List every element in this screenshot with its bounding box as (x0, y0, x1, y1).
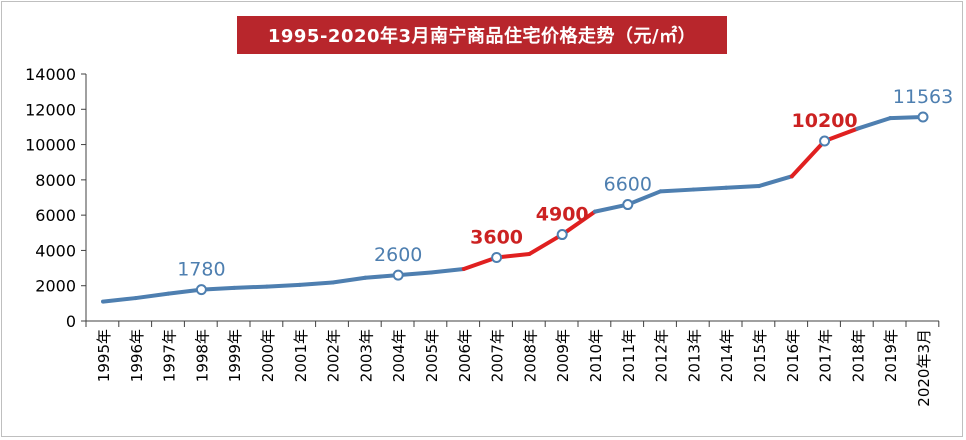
data-label: 10200 (792, 110, 858, 132)
x-tick-label: 2010年 (587, 329, 605, 382)
data-label: 1780 (177, 259, 225, 281)
x-tick-label: 2015年 (751, 329, 769, 382)
x-tick-label: 2016年 (784, 329, 802, 382)
x-tick-label: 1997年 (161, 329, 179, 382)
x-tick-label: 2002年 (325, 329, 343, 382)
line-segment-highlight (822, 126, 860, 144)
line-segment (658, 187, 696, 194)
x-tick-label: 2000年 (259, 329, 277, 382)
line-segment-highlight (560, 209, 597, 237)
data-label: 6600 (604, 174, 652, 196)
line-segment-highlight (789, 139, 827, 179)
x-tick-label: 2003年 (357, 329, 375, 382)
data-label: 4900 (536, 204, 589, 226)
x-tick-label: 2017年 (817, 329, 835, 382)
data-label: 2600 (374, 244, 422, 266)
y-tick-label: 8000 (35, 171, 76, 190)
data-point-marker (556, 229, 568, 241)
data-label: 11563 (893, 86, 953, 108)
x-tick-label: 2013年 (685, 329, 703, 382)
x-tick-label: 1995年 (95, 329, 113, 382)
y-tick-label: 12000 (25, 100, 76, 119)
x-tick-label: 2008年 (521, 329, 539, 382)
x-tick-label: 2001年 (292, 329, 310, 382)
line-segment (691, 185, 729, 192)
x-tick-label: 2014年 (718, 329, 736, 382)
x-tick-label: 2018年 (849, 329, 867, 382)
line-segment (593, 202, 630, 214)
data-label: 3600 (470, 226, 523, 248)
x-tick-label: 2019年 (882, 329, 900, 382)
x-tick-label: 2011年 (620, 329, 638, 382)
line-segment (625, 189, 663, 207)
line-segment-highlight (527, 232, 565, 256)
y-tick-label: 0 (66, 312, 76, 331)
x-tick-label: 2006年 (456, 329, 474, 382)
line-segment (133, 291, 171, 301)
y-tick-label: 10000 (25, 136, 76, 155)
chart-title: 1995-2020年3月南宁商品住宅价格走势（元/㎡） (237, 16, 727, 54)
y-tick-label: 2000 (35, 277, 76, 296)
data-point-marker (622, 199, 634, 211)
data-point-marker (819, 135, 831, 147)
x-tick-label: 1998年 (193, 329, 211, 382)
x-tick-label: 2005年 (423, 329, 441, 382)
x-tick-label: 1996年 (128, 329, 146, 382)
data-point-marker (491, 251, 503, 263)
x-tick-label: 2012年 (653, 329, 671, 382)
data-point-marker (917, 111, 929, 123)
x-tick-label: 2007年 (489, 329, 507, 382)
line-segment (429, 266, 466, 275)
x-tick-label: 2020年3月 (915, 329, 933, 407)
line-segment (757, 174, 794, 189)
line-segment (330, 275, 368, 285)
data-point-marker (195, 284, 207, 296)
line-segment (101, 296, 138, 304)
y-tick-label: 14000 (25, 65, 76, 84)
x-tick-label: 2009年 (554, 329, 572, 382)
data-point-marker (392, 269, 404, 281)
line-segment (265, 282, 302, 289)
y-tick-label: 6000 (35, 206, 76, 225)
line-segment (166, 287, 204, 296)
x-tick-label: 2004年 (390, 329, 408, 382)
x-tick-label: 1999年 (226, 329, 244, 382)
y-tick-label: 4000 (35, 241, 76, 260)
line-segment (724, 184, 761, 190)
line-segment (232, 284, 269, 290)
line-segment-highlight (461, 255, 499, 271)
line-segment (297, 280, 335, 287)
line-segment (855, 116, 893, 131)
